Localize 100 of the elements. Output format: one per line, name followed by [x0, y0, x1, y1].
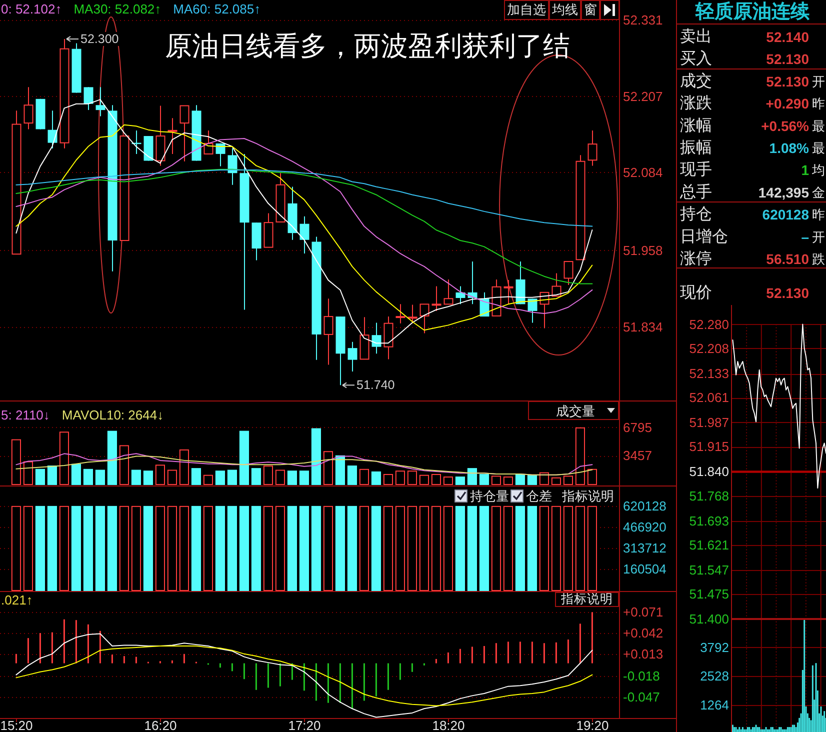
- y-tick-label: 160504: [623, 561, 666, 576]
- category-label: 最: [812, 118, 825, 134]
- category-label: 昨: [812, 207, 825, 222]
- candlestick: [444, 278, 454, 305]
- bar: [203, 474, 213, 485]
- category-label: 涨跌: [680, 94, 712, 112]
- category-label: 卖出: [680, 28, 712, 46]
- bar: [479, 474, 489, 485]
- candlestick: [48, 110, 58, 149]
- annotation: 指标说明: [560, 592, 613, 606]
- bar: [563, 476, 573, 485]
- text: 轻质原油连续: [694, 0, 810, 22]
- y-tick-label: 52.208: [689, 340, 729, 356]
- y-tick-label: 51.768: [689, 488, 729, 504]
- bar: [575, 427, 585, 485]
- annotation: 52.300: [80, 32, 119, 46]
- annotation: 持仓量: [470, 488, 509, 504]
- y-tick-label: 52.061: [689, 390, 729, 406]
- y-tick-label: -0.018: [623, 668, 660, 684]
- bar: [359, 468, 369, 485]
- bar: [515, 474, 525, 485]
- bar: [371, 471, 381, 485]
- y-tick-label: 52.280: [689, 316, 729, 332]
- text: 原油日线看多，两波盈利获利了结: [165, 31, 570, 61]
- text: 52.130: [766, 51, 809, 68]
- bar: [191, 468, 201, 485]
- bar: [587, 468, 597, 485]
- bar: [263, 466, 273, 485]
- bar: [47, 466, 57, 485]
- bar: [503, 476, 513, 485]
- bar: [239, 430, 249, 485]
- candlestick: [552, 272, 562, 297]
- bar: [335, 455, 345, 485]
- category-label: 持仓: [680, 205, 712, 224]
- bar: [107, 430, 117, 485]
- line-series: [16, 646, 593, 706]
- y-tick-label: 3457: [623, 448, 652, 464]
- bar: [143, 470, 153, 485]
- y-tick-label: +0.042: [623, 626, 664, 641]
- category-label: 最: [812, 140, 825, 156]
- text: 5: 2110↓: [1, 408, 50, 422]
- text: 52.140: [766, 29, 809, 45]
- category-label: 现手: [680, 160, 712, 179]
- text: +0.56%: [761, 118, 809, 134]
- candlestick: [348, 341, 358, 372]
- y-tick-label: 1264: [700, 698, 729, 713]
- y-tick-label: -0.047: [623, 690, 660, 705]
- bar: [455, 476, 465, 485]
- category-label: 买入: [680, 50, 712, 68]
- annotation: .021↑: [1, 592, 33, 608]
- category-label: 金: [812, 184, 825, 200]
- bar: [227, 470, 237, 485]
- text: 1: [801, 162, 809, 178]
- y-tick-label: 51.547: [689, 562, 729, 578]
- candlestick: [168, 118, 178, 154]
- candlestick: [456, 286, 466, 305]
- y-tick-label: 51.987: [689, 414, 729, 430]
- bar: [491, 476, 501, 485]
- candlestick: [324, 298, 334, 366]
- category-label: 开: [812, 229, 825, 244]
- y-tick-label: 51.693: [689, 513, 729, 528]
- bar: [35, 468, 45, 485]
- text: 1.08%: [769, 140, 809, 156]
- bar: [467, 468, 477, 485]
- text: 620128: [762, 206, 809, 223]
- x-tick-label: 15:20: [0, 718, 33, 732]
- y-tick-label: 466920: [623, 519, 666, 534]
- candlestick: [564, 261, 574, 286]
- text: 56.510: [766, 251, 809, 267]
- y-tick-label: 51.621: [689, 537, 729, 552]
- bar: [131, 470, 141, 485]
- candlestick: [432, 286, 442, 312]
- annotation: 窗: [584, 2, 597, 17]
- bar: [383, 474, 393, 485]
- text: MA60: 52.085↑: [173, 2, 261, 16]
- y-tick-label: 51.915: [689, 439, 729, 454]
- bar: [155, 464, 165, 485]
- bar: [59, 432, 69, 485]
- category-label: 现价: [680, 284, 712, 302]
- candlestick: [384, 316, 394, 360]
- bar: [215, 470, 225, 485]
- bar: [407, 470, 417, 485]
- y-tick-label: 52.331: [623, 12, 663, 28]
- candlestick: [528, 298, 538, 324]
- x-tick-label: 16:20: [144, 718, 177, 732]
- text: –: [801, 228, 809, 245]
- text: 52.130: [766, 73, 809, 90]
- bar: [347, 466, 357, 485]
- bar: [251, 468, 261, 485]
- category-label: 均: [812, 162, 825, 178]
- text: +0.290: [766, 96, 809, 112]
- annotation: 成交量: [556, 404, 595, 418]
- y-tick-label: 51.834: [623, 320, 663, 335]
- y-tick-label: 313712: [623, 540, 666, 556]
- candlestick: [396, 304, 406, 324]
- candlestick: [84, 86, 94, 111]
- candlestick: [300, 216, 310, 254]
- x-tick-label: 19:20: [576, 718, 609, 732]
- y-tick-label: 6795: [623, 420, 652, 435]
- bar: [71, 464, 81, 485]
